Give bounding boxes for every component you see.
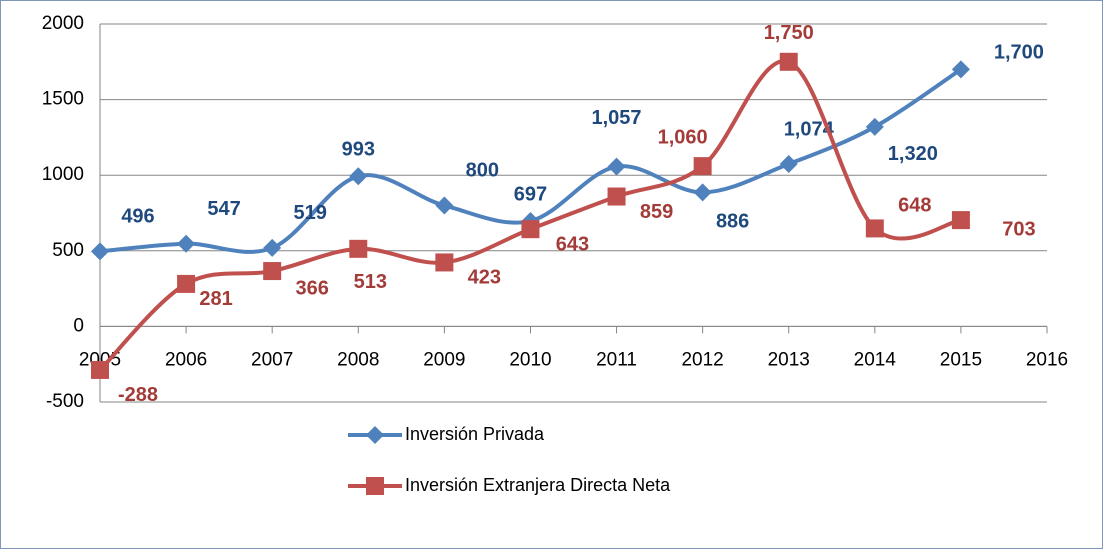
y-tick-label: 0 xyxy=(73,315,84,336)
data-point xyxy=(263,238,282,257)
data-point xyxy=(91,360,109,379)
x-tick-label: 2006 xyxy=(165,349,207,370)
data-point xyxy=(349,167,368,186)
legend-label: Inversión Privada xyxy=(405,424,545,444)
y-tick-label: 1000 xyxy=(42,164,84,185)
x-tick-label: 2010 xyxy=(509,349,551,370)
legend-label: Inversión Extranjera Directa Neta xyxy=(405,475,671,495)
data-point xyxy=(693,157,712,176)
x-tick-label: 2014 xyxy=(854,349,897,370)
data-point xyxy=(521,220,540,239)
series-line xyxy=(98,59,962,372)
data-point xyxy=(263,262,282,281)
data-point xyxy=(779,155,798,174)
data-label: 423 xyxy=(468,267,501,289)
y-tick-label: 1500 xyxy=(42,89,84,110)
data-label: 859 xyxy=(640,201,673,223)
data-point xyxy=(693,183,712,202)
data-point xyxy=(177,274,196,293)
x-tick-label: 2016 xyxy=(1026,349,1068,370)
y-tick-label: 500 xyxy=(52,240,84,261)
data-label: 496 xyxy=(121,206,154,228)
legend-marker xyxy=(366,477,384,495)
data-point xyxy=(91,242,109,261)
data-point xyxy=(951,60,970,79)
y-tick-label: -500 xyxy=(46,391,84,412)
data-point xyxy=(177,234,196,253)
data-point xyxy=(779,52,798,71)
data-point xyxy=(607,157,626,176)
data-label: -288 xyxy=(118,384,158,406)
data-label: 1,320 xyxy=(888,143,938,165)
data-label: 547 xyxy=(207,198,240,220)
data-label: 643 xyxy=(556,233,589,255)
data-point xyxy=(349,239,368,258)
x-tick-label: 2013 xyxy=(768,349,810,370)
data-label: 703 xyxy=(1002,218,1035,240)
data-point xyxy=(435,196,454,215)
x-tick-label: 2009 xyxy=(423,349,465,370)
x-tick-label: 2012 xyxy=(681,349,723,370)
data-label: 281 xyxy=(199,288,232,310)
legend-marker xyxy=(366,426,384,444)
x-tick-label: 2011 xyxy=(596,349,637,370)
data-label: 800 xyxy=(466,160,499,182)
data-label: 993 xyxy=(342,139,375,161)
data-label: 648 xyxy=(898,195,931,217)
data-label: 1,057 xyxy=(592,107,642,129)
data-point xyxy=(607,187,626,206)
data-label: 1,700 xyxy=(994,42,1044,64)
data-label: 1,750 xyxy=(764,22,814,44)
x-tick-label: 2015 xyxy=(940,349,982,370)
data-label: 366 xyxy=(295,277,328,299)
data-label: 519 xyxy=(293,202,326,224)
data-point xyxy=(865,117,884,136)
data-label: 697 xyxy=(514,183,547,205)
data-label: 886 xyxy=(716,211,749,233)
y-tick-label: 2000 xyxy=(42,13,84,34)
data-point xyxy=(435,253,454,272)
data-point xyxy=(951,211,970,230)
data-label: 513 xyxy=(354,271,387,293)
x-tick-label: 2005 xyxy=(79,349,121,370)
data-label: 1,060 xyxy=(658,126,708,148)
x-tick-label: 2007 xyxy=(251,349,293,370)
data-point xyxy=(865,219,884,238)
data-label: 1,074 xyxy=(784,118,835,140)
x-tick-label: 2008 xyxy=(337,349,379,370)
